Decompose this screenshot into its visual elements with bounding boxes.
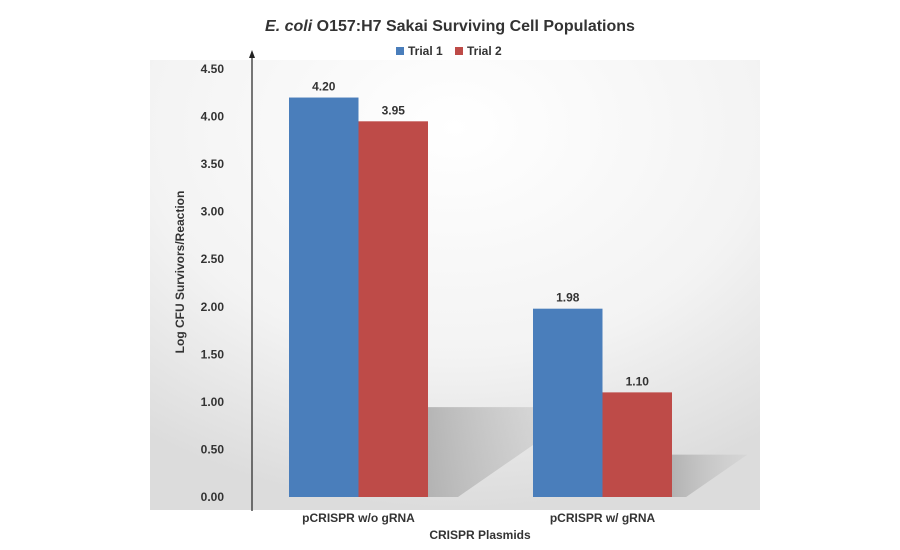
x-tick-label: pCRISPR w/ gRNA <box>550 511 656 525</box>
x-axis-label: CRISPR Plasmids <box>429 528 531 542</box>
title-italic: E. coli <box>265 18 313 35</box>
title-rest: O157:H7 Sakai Surviving Cell Populations <box>312 18 635 35</box>
bar-trial-1-0 <box>289 97 359 498</box>
legend-label: Trial 1 <box>408 44 443 58</box>
bar-trial-2-0 <box>358 121 428 498</box>
x-tick-label: pCRISPR w/o gRNA <box>302 511 415 525</box>
legend-swatch <box>455 47 463 55</box>
y-tick-label: 3.00 <box>201 205 225 219</box>
data-label: 3.95 <box>382 103 406 117</box>
data-label: 4.20 <box>312 80 336 94</box>
bar-trial-2-1 <box>602 392 672 497</box>
y-tick-label: 4.00 <box>201 110 225 124</box>
y-tick-label: 1.50 <box>201 347 225 361</box>
y-tick-label: 3.50 <box>201 157 225 171</box>
legend-swatch <box>396 47 404 55</box>
bar-trial-1-1 <box>533 308 603 497</box>
y-tick-label: 4.50 <box>201 62 225 76</box>
y-axis-arrow <box>249 50 255 58</box>
y-tick-label: 1.00 <box>201 395 225 409</box>
data-label: 1.10 <box>626 374 650 388</box>
y-tick-label: 0.50 <box>201 442 225 456</box>
y-axis-label: Log CFU Survivors/Reaction <box>173 191 187 354</box>
y-tick-label: 0.00 <box>201 490 225 504</box>
y-tick-label: 2.00 <box>201 300 225 314</box>
bar-shadow <box>672 454 748 497</box>
legend-label: Trial 2 <box>467 44 502 58</box>
data-label: 1.98 <box>556 291 580 305</box>
legend: Trial 1 Trial 2 <box>396 44 502 58</box>
y-tick-label: 2.50 <box>201 252 225 266</box>
chart-title: E. coli O157:H7 Sakai Surviving Cell Pop… <box>265 18 635 35</box>
